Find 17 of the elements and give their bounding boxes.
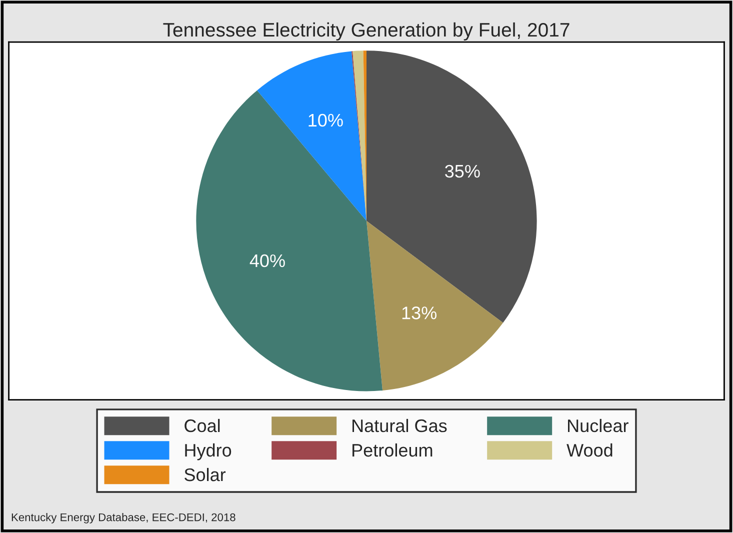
data-label: 10% — [308, 114, 343, 127]
legend-label: Wood — [566, 443, 612, 457]
chart-title: Tennessee Electricity Generation by Fuel, 2017 — [163, 22, 570, 41]
pie-slice — [257, 51, 366, 221]
pie-slice — [366, 220, 504, 391]
legend-label: Nuclear — [568, 418, 628, 432]
legend-label: Petroleum — [352, 443, 432, 457]
legend-label: Solar — [184, 468, 226, 482]
legend-label: Coal — [184, 418, 220, 432]
data-label: 13% — [402, 306, 437, 320]
text: Kentucky Energy Database, EEC-DEDI, 2018 — [12, 513, 236, 524]
pie-slice — [196, 90, 383, 392]
pie-slice — [366, 50, 537, 323]
data-label: 35% — [445, 164, 480, 178]
legend-label: Hydro — [185, 443, 232, 460]
data-label: 40% — [250, 254, 285, 268]
legend-label: Natural Gas — [352, 418, 447, 432]
